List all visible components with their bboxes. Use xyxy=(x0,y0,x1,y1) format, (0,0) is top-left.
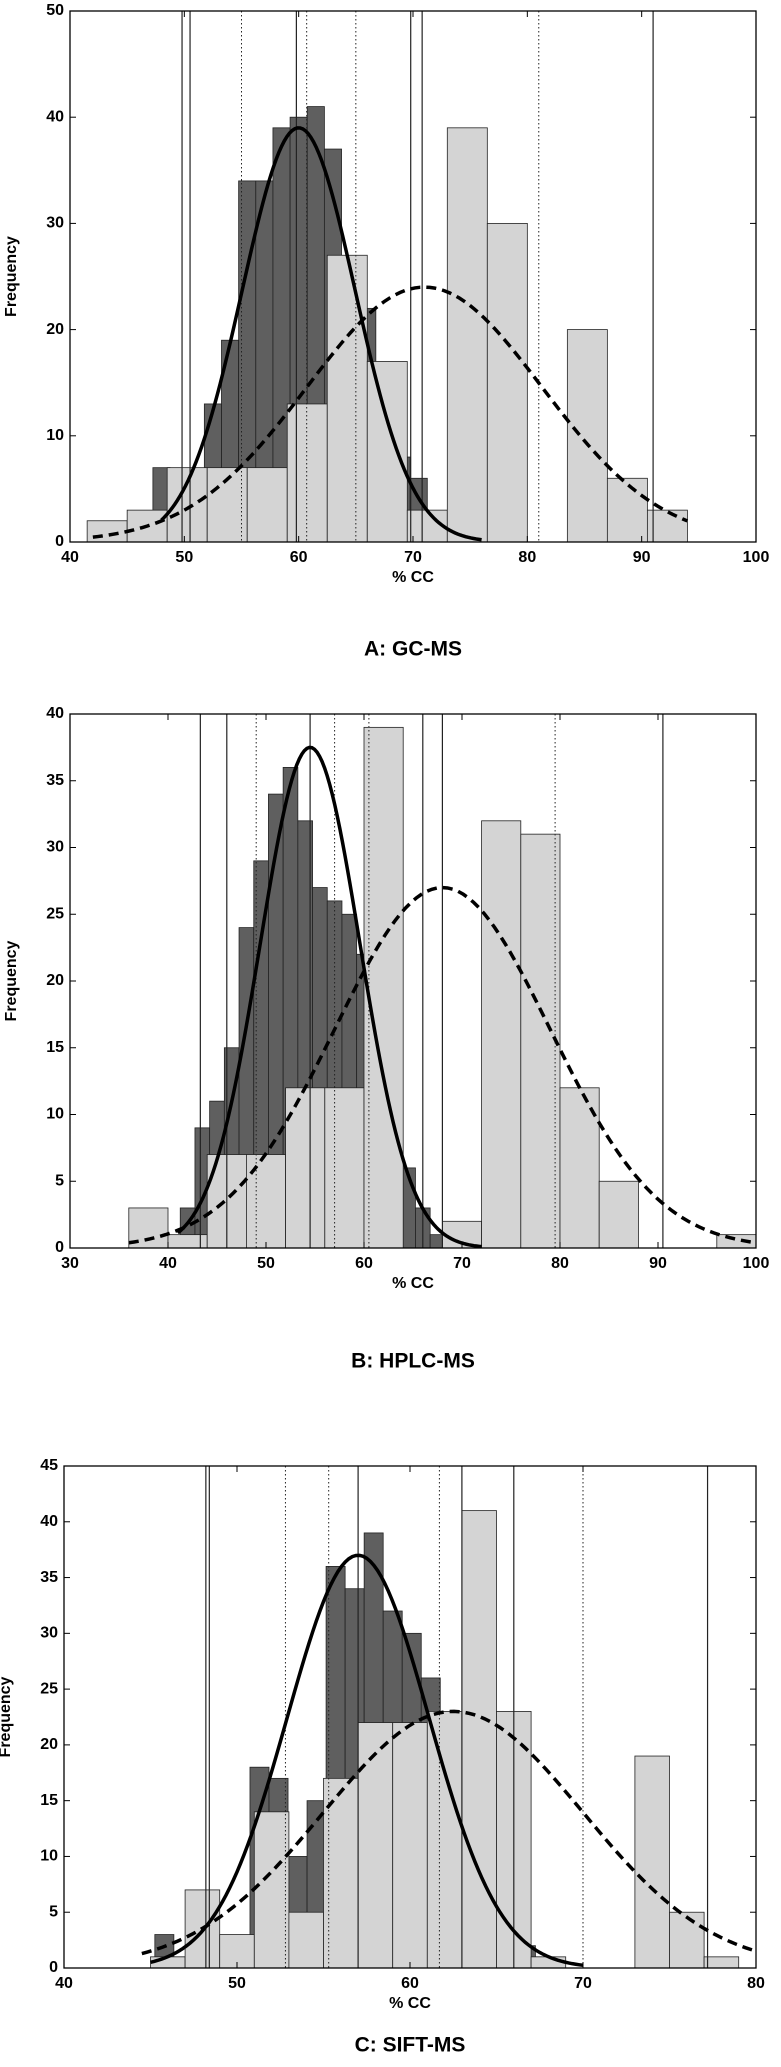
x-tick-label: 100 xyxy=(743,1255,770,1272)
plot xyxy=(86,11,689,542)
y-tick-label: 5 xyxy=(55,1172,64,1189)
bar xyxy=(366,361,408,542)
bar xyxy=(324,1087,365,1248)
bar xyxy=(598,1180,639,1248)
bar xyxy=(245,1154,286,1248)
x-tick-label: 40 xyxy=(61,549,79,566)
bar xyxy=(566,329,608,542)
panel-caption: A: GC-MS xyxy=(364,638,462,661)
y-tick-label: 20 xyxy=(46,972,64,989)
y-tick-label: 35 xyxy=(40,1569,58,1586)
plot xyxy=(141,1466,756,1968)
y-tick-label: 0 xyxy=(55,533,64,550)
bar xyxy=(357,1722,394,1968)
panel-caption: B: HPLC-MS xyxy=(351,1350,475,1373)
fit-curve xyxy=(150,1553,584,1968)
panel-caption: C: SIFT-MS xyxy=(355,2034,466,2057)
bar xyxy=(669,1911,705,1968)
x-axis-label: % CC xyxy=(392,1275,434,1292)
x-tick-label: 30 xyxy=(61,1255,79,1272)
y-tick-label: 40 xyxy=(46,108,64,125)
bar xyxy=(446,127,488,542)
bar xyxy=(486,222,528,542)
x-tick-label: 80 xyxy=(518,549,536,566)
bar xyxy=(392,1722,428,1968)
y-axis-label: Frequency xyxy=(3,236,20,317)
panel: 30 40 50 60 70 80 90 100 0 5 10 15 20 25 30 35 40 % CC Fre… xyxy=(3,705,769,1372)
bar xyxy=(646,509,688,542)
y-tick-label: 35 xyxy=(46,772,64,789)
x-tick-label: 80 xyxy=(551,1255,569,1272)
y-tick-label: 0 xyxy=(55,1239,64,1256)
y-tick-label: 15 xyxy=(40,1792,58,1809)
y-tick-label: 10 xyxy=(40,1848,58,1865)
x-tick-label: 90 xyxy=(633,549,651,566)
y-tick-label: 10 xyxy=(46,427,64,444)
fit-curve xyxy=(176,745,482,1248)
bar xyxy=(606,477,648,542)
x-tick-label: 50 xyxy=(175,549,193,566)
bar xyxy=(426,1711,463,1968)
bar xyxy=(253,1811,290,1968)
y-tick-label: 25 xyxy=(46,905,64,922)
bar xyxy=(326,254,368,542)
bar xyxy=(363,726,404,1248)
x-tick-label: 60 xyxy=(401,1975,419,1992)
panel: 40 50 60 70 80 0 5 10 15 20 25 30 35 40 45 % CC Frequenc… xyxy=(0,1457,765,2056)
bar xyxy=(286,403,328,542)
bar xyxy=(288,1911,324,1968)
y-tick-label: 25 xyxy=(40,1680,58,1697)
y-axis-label: Frequency xyxy=(0,1676,14,1757)
y-tick-label: 40 xyxy=(40,1513,58,1530)
bar xyxy=(703,1956,740,1968)
plot-area xyxy=(70,714,756,1248)
y-axis-label: Frequency xyxy=(3,940,20,1021)
bar xyxy=(246,467,288,542)
panel: 40 50 60 70 80 90 100 0 10 20 30 40 50 % CC Frequency A… xyxy=(3,2,769,660)
plot xyxy=(128,714,756,1248)
y-tick-label: 30 xyxy=(46,839,64,856)
x-tick-label: 50 xyxy=(257,1255,275,1272)
x-tick-label: 40 xyxy=(159,1255,177,1272)
y-tick-label: 5 xyxy=(49,1903,58,1920)
x-tick-label: 70 xyxy=(453,1255,471,1272)
bar xyxy=(167,1234,208,1248)
plot-area xyxy=(70,11,756,542)
y-tick-label: 15 xyxy=(46,1039,64,1056)
y-tick-label: 50 xyxy=(46,2,64,19)
x-axis-label: % CC xyxy=(392,569,434,586)
fit-curve xyxy=(160,126,482,542)
y-tick-label: 45 xyxy=(40,1457,58,1474)
y-tick-label: 40 xyxy=(46,705,64,722)
bar xyxy=(285,1087,326,1248)
y-tick-label: 0 xyxy=(49,1959,58,1976)
bar xyxy=(323,1777,359,1968)
x-tick-label: 60 xyxy=(355,1255,373,1272)
y-tick-label: 20 xyxy=(40,1736,58,1753)
bar xyxy=(128,1207,169,1248)
x-tick-label: 70 xyxy=(574,1975,592,1992)
y-tick-label: 30 xyxy=(40,1625,58,1642)
fit-curve xyxy=(92,285,689,539)
x-tick-label: 60 xyxy=(290,549,308,566)
fit-curve xyxy=(141,1709,756,1956)
x-tick-label: 80 xyxy=(747,1975,765,1992)
x-tick-label: 50 xyxy=(228,1975,246,1992)
bar xyxy=(520,833,561,1248)
fit-curve xyxy=(128,885,756,1245)
bar xyxy=(634,1755,670,1968)
x-axis-label: % CC xyxy=(389,1995,431,2012)
x-tick-label: 100 xyxy=(743,549,770,566)
bar xyxy=(481,820,522,1248)
x-tick-label: 40 xyxy=(55,1975,73,1992)
x-tick-label: 90 xyxy=(649,1255,667,1272)
bar xyxy=(184,1889,221,1968)
y-tick-label: 30 xyxy=(46,215,64,232)
x-tick-label: 70 xyxy=(404,549,422,566)
y-tick-label: 10 xyxy=(46,1106,64,1123)
y-tick-label: 20 xyxy=(46,321,64,338)
